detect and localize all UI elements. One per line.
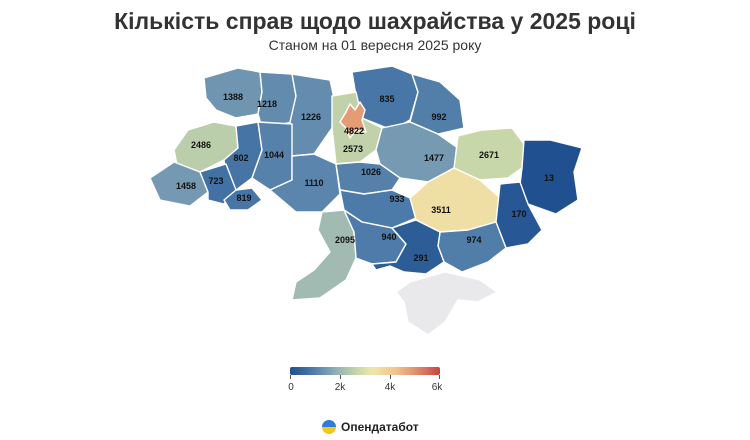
value-label: 291 xyxy=(413,253,428,263)
value-label: 3511 xyxy=(431,205,451,215)
value-label: 974 xyxy=(466,235,481,245)
region-sumy xyxy=(409,73,465,135)
region-luhansk xyxy=(519,139,583,215)
value-label: 1388 xyxy=(223,92,243,102)
value-label: 170 xyxy=(511,209,526,219)
value-label: 1026 xyxy=(361,167,381,177)
region-value-labels: 1388 1218 1226 835 992 4822 2486 802 104… xyxy=(176,92,554,263)
value-label: 1218 xyxy=(257,99,277,109)
value-label: 13 xyxy=(544,173,554,183)
value-label: 992 xyxy=(431,112,446,122)
value-label: 940 xyxy=(381,232,396,242)
region-ivano-frankivsk xyxy=(199,163,237,205)
legend-tick-label: 6k xyxy=(431,382,443,393)
value-label: 835 xyxy=(379,94,394,104)
legend-tick-label: 2k xyxy=(334,382,346,393)
map-title: Кількість справ щодо шахрайства у 2025 р… xyxy=(114,8,636,34)
region-chernivtsi xyxy=(223,187,263,211)
value-label: 2486 xyxy=(191,140,211,150)
value-label: 2671 xyxy=(479,150,499,160)
legend-tick-mark xyxy=(390,375,391,379)
legend-tick-mark xyxy=(290,375,291,379)
value-label: 802 xyxy=(233,153,248,163)
value-label: 4822 xyxy=(344,126,364,136)
region-odesa xyxy=(291,209,357,301)
value-label: 1458 xyxy=(176,181,196,191)
region-kyiv-city xyxy=(339,101,367,139)
value-label: 933 xyxy=(389,194,404,204)
brand-footer: Опендатабот xyxy=(322,419,419,435)
value-label: 1044 xyxy=(264,150,284,160)
value-label: 819 xyxy=(236,193,251,203)
map-subtitle: Станом на 01 вересня 2025 року xyxy=(268,37,482,53)
opendatabot-logo-icon xyxy=(322,420,336,434)
legend-tick-label: 4k xyxy=(384,382,396,393)
legend-tick-label: 0 xyxy=(288,382,294,393)
value-label: 723 xyxy=(208,176,223,186)
region-kherson xyxy=(371,219,445,275)
crimea-region xyxy=(394,271,499,336)
value-label: 1110 xyxy=(304,178,323,188)
legend-tick-mark xyxy=(340,375,341,379)
value-label: 2095 xyxy=(335,235,355,245)
value-label: 1226 xyxy=(301,112,321,122)
brand-name: Опендатабот xyxy=(341,420,419,434)
value-label: 1477 xyxy=(424,153,444,163)
value-label: 2573 xyxy=(343,144,363,154)
legend-tick-mark xyxy=(439,375,440,379)
color-scale-bar xyxy=(290,367,440,375)
